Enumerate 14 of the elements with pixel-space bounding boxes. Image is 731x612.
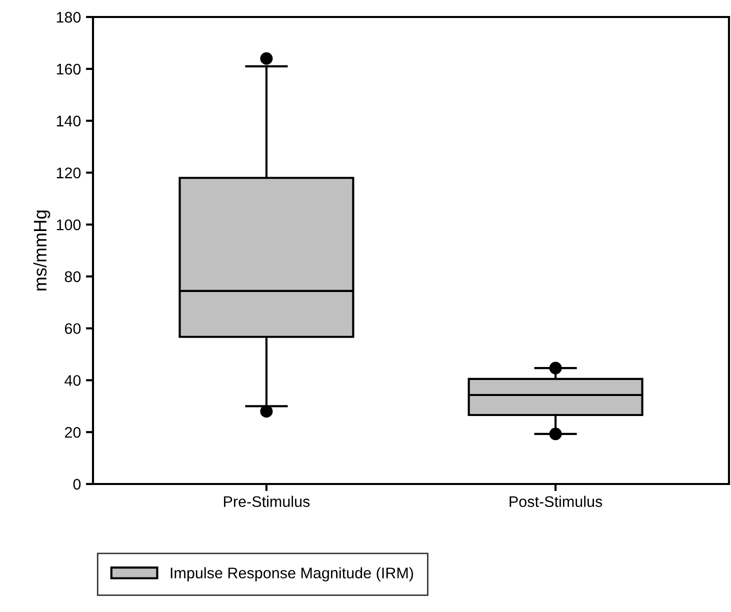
x-tick-label: Post-Stimulus (510, 496, 602, 508)
y-tick-label: 20 (64, 426, 81, 438)
y-tick-label: 180 (56, 12, 81, 23)
y-axis-title: ms/mmHg (33, 210, 50, 290)
y-tick-label: 80 (64, 271, 81, 282)
y-tick-label: 160 (56, 64, 81, 75)
y-tick-label: 60 (64, 323, 81, 334)
x-tick-label: Pre-Stimulus (224, 496, 310, 508)
y-tick-label: 40 (64, 375, 81, 386)
y-tick-label: 140 (56, 116, 81, 126)
legend-label: Impulse Response Magnitude (IRM) (170, 567, 414, 582)
y-tick-label: 120 (56, 168, 81, 178)
y-tick-label: 100 (56, 219, 81, 230)
y-tick-label: 0 (73, 478, 81, 490)
